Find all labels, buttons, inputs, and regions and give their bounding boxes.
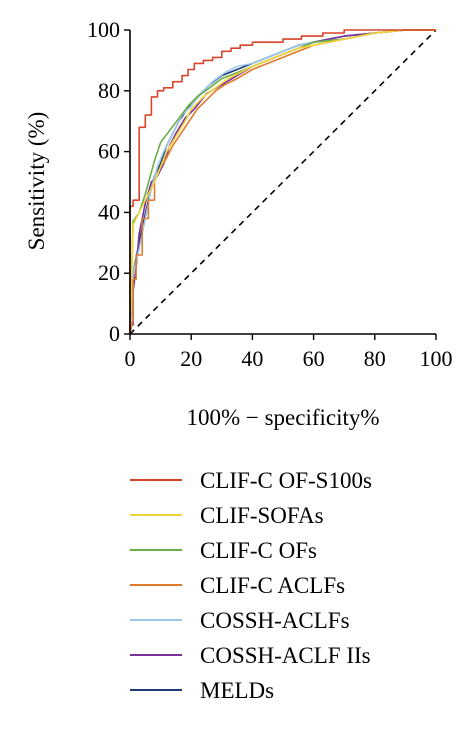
plot-area (130, 30, 436, 334)
x-tick-label: 0 (125, 346, 136, 371)
axes: 0 20 40 60 80 100 0 20 40 60 80 100 (87, 17, 453, 371)
y-tick-label: 100 (87, 17, 120, 42)
legend-label: CLIF-SOFAs (200, 503, 324, 528)
legend-label: COSSH-ACLFs (200, 608, 350, 633)
y-tick-label: 60 (98, 139, 120, 164)
x-tick-label: 20 (180, 346, 202, 371)
x-axis-label: 100% − specificity% (186, 405, 379, 430)
reference-diagonal-line (130, 30, 436, 334)
y-tick-label: 0 (109, 321, 120, 346)
x-tick-label: 40 (241, 346, 263, 371)
legend-label: COSSH-ACLF IIs (200, 643, 371, 668)
legend-label: CLIF-C OF-S100s (200, 468, 372, 493)
legend: CLIF-C OF-S100s CLIF-SOFAs CLIF-C OFs CLIF-… (130, 468, 372, 703)
legend-label: CLIF-C OFs (200, 538, 317, 563)
x-tick-label: 100 (420, 346, 453, 371)
y-axis-label: Sensitivity (%) (24, 112, 49, 251)
legend-item: COSSH-ACLFs (130, 608, 350, 633)
x-tick-label: 80 (364, 346, 386, 371)
y-tick-label: 20 (98, 260, 120, 285)
legend-item: CLIF-SOFAs (130, 503, 324, 528)
legend-label: CLIF-C ACLFs (200, 573, 345, 598)
legend-label: MELDs (200, 678, 274, 703)
x-tick-label: 60 (303, 346, 325, 371)
legend-item: MELDs (130, 678, 274, 703)
legend-item: CLIF-C OF-S100s (130, 468, 372, 493)
y-tick-label: 80 (98, 78, 120, 103)
legend-item: CLIF-C ACLFs (130, 573, 345, 598)
y-tick-label: 40 (98, 199, 120, 224)
legend-item: COSSH-ACLF IIs (130, 643, 371, 668)
legend-item: CLIF-C OFs (130, 538, 317, 563)
